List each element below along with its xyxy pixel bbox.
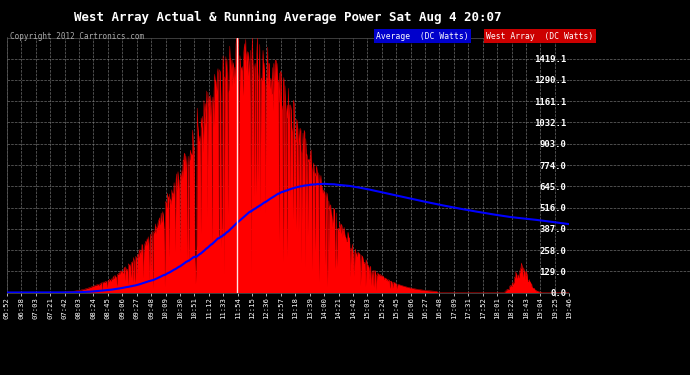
Text: West Array  (DC Watts): West Array (DC Watts) bbox=[486, 32, 593, 41]
Text: Average  (DC Watts): Average (DC Watts) bbox=[376, 32, 469, 41]
Text: Copyright 2012 Cartronics.com: Copyright 2012 Cartronics.com bbox=[10, 32, 144, 41]
Text: West Array Actual & Running Average Power Sat Aug 4 20:07: West Array Actual & Running Average Powe… bbox=[75, 11, 502, 24]
